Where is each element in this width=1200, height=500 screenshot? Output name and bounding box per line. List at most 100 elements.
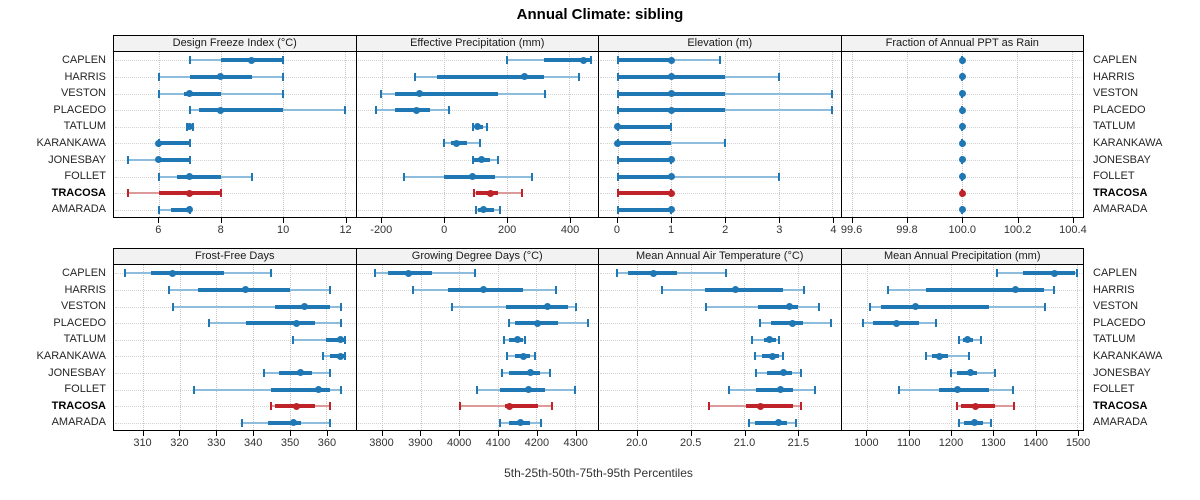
median-dot — [526, 369, 534, 377]
whisker-cap-right — [485, 122, 488, 131]
tick-label: 0 — [441, 224, 448, 236]
whisker-cap-right — [587, 319, 590, 328]
median-dot — [935, 352, 943, 360]
station-label-jonesbay: JONESBAY — [48, 153, 106, 166]
tick-mark — [906, 218, 908, 223]
whisker-cap-right — [473, 269, 476, 278]
station-label-tracosa: TRACOSA — [1093, 399, 1148, 412]
bar-25-75 — [957, 370, 977, 375]
whisker-cap-right — [339, 319, 342, 328]
median-dot — [505, 402, 513, 410]
median-dot — [667, 90, 675, 97]
tick-label: 200 — [497, 224, 517, 236]
whisker-cap-right — [799, 368, 802, 377]
whisker-cap-right — [670, 122, 673, 131]
bar-25-75 — [766, 370, 793, 375]
whisker-cap-left — [869, 302, 872, 311]
median-dot — [911, 303, 919, 310]
median-dot — [667, 56, 675, 64]
whisker-cap-left — [292, 335, 295, 344]
gridline — [1077, 265, 1079, 430]
median-dot — [958, 90, 966, 97]
tick-mark — [851, 218, 853, 223]
tick-mark — [216, 431, 218, 436]
station-label-amarada: AMARADA — [51, 203, 106, 216]
median-dot — [517, 419, 525, 427]
median-dot — [954, 386, 962, 393]
whisker-cap-left — [443, 139, 446, 148]
median-dot — [242, 286, 250, 294]
whisker-cap-left — [188, 56, 191, 65]
tick-mark — [690, 431, 692, 436]
whisker-cap-left — [157, 172, 160, 181]
station-label-jonesbay: JONESBAY — [1093, 366, 1151, 379]
median-dot — [155, 139, 163, 147]
tick-label: 100.2 — [1003, 224, 1032, 236]
whisker-cap-left — [208, 319, 211, 328]
whisker-cap-right — [523, 335, 526, 344]
median-dot — [297, 369, 305, 377]
tick-label: 4000 — [446, 437, 472, 449]
gridline — [179, 265, 181, 430]
whisker-cap-left — [704, 302, 707, 311]
median-dot — [337, 352, 345, 360]
station-label-veston: VESTON — [60, 87, 106, 100]
whisker-cap-left — [861, 319, 864, 328]
median-dot — [614, 139, 622, 147]
bar-25-75 — [925, 287, 1044, 292]
median-dot — [667, 106, 675, 114]
bar-25-75 — [500, 387, 545, 392]
gridline — [216, 265, 218, 430]
row-guide — [357, 323, 597, 325]
row-guide — [115, 356, 355, 358]
gridline — [867, 265, 869, 430]
row-guide — [115, 143, 355, 145]
whisker-cap-left — [957, 335, 960, 344]
whisker-cap-left — [505, 56, 508, 65]
row-guide — [115, 406, 355, 408]
median-dot — [186, 189, 194, 197]
median-dot — [248, 56, 256, 64]
tick-label: 1 — [667, 224, 675, 236]
bar-25-75 — [617, 58, 672, 63]
whisker-cap-left — [755, 368, 758, 377]
gridline — [951, 265, 953, 430]
tick-mark — [253, 431, 255, 436]
whisker-cap-right — [990, 418, 993, 427]
tick-label: 99.6 — [840, 224, 863, 236]
median-dot — [777, 386, 785, 393]
bar-25-75 — [509, 370, 541, 375]
bar-25-75 — [171, 207, 190, 212]
whisker-cap-left — [750, 335, 753, 344]
station-labels-right: CAPLEN HARRIS VESTON PLACEDO TATLUM KARANKAWA… — [1084, 248, 1200, 431]
station-labels-left: CAPLEN HARRIS VESTON PLACEDO TATLUM KARANKAWA… — [0, 248, 113, 431]
whisker-5-95 — [194, 388, 341, 391]
gridline — [444, 52, 446, 217]
tick-mark — [420, 431, 422, 436]
whisker-cap-right — [343, 335, 346, 344]
median-dot — [766, 336, 774, 344]
station-label-caplen: CAPLEN — [1093, 267, 1138, 279]
bar-25-75 — [617, 174, 672, 179]
median-dot — [649, 269, 657, 277]
whisker-cap-right — [550, 402, 553, 411]
bar-25-75 — [245, 321, 316, 326]
bar-25-75 — [329, 354, 345, 359]
x-axis-caption: 5th-25th-50th-75th-95th Percentiles — [504, 466, 693, 480]
whisker-cap-right — [1076, 269, 1079, 278]
tick-label: 4200 — [524, 437, 550, 449]
panel-elevation-m-: Elevation (m) 0 1 2 3 4 — [598, 35, 842, 240]
tick-label: 20.5 — [679, 437, 702, 449]
tick-mark — [866, 431, 868, 436]
row-guide — [115, 126, 355, 128]
tick-mark — [962, 218, 964, 223]
station-labels-left: CAPLEN HARRIS VESTON PLACEDO TATLUM KARANKAWA… — [0, 35, 113, 218]
whisker-cap-left — [708, 402, 711, 411]
gridline — [909, 265, 911, 430]
tick-mark — [833, 218, 835, 223]
bar-25-75 — [394, 108, 430, 113]
whisker-cap-right — [543, 89, 546, 98]
whisker-cap-right — [521, 189, 524, 198]
tick-mark — [283, 218, 285, 223]
row-guide — [115, 339, 355, 341]
